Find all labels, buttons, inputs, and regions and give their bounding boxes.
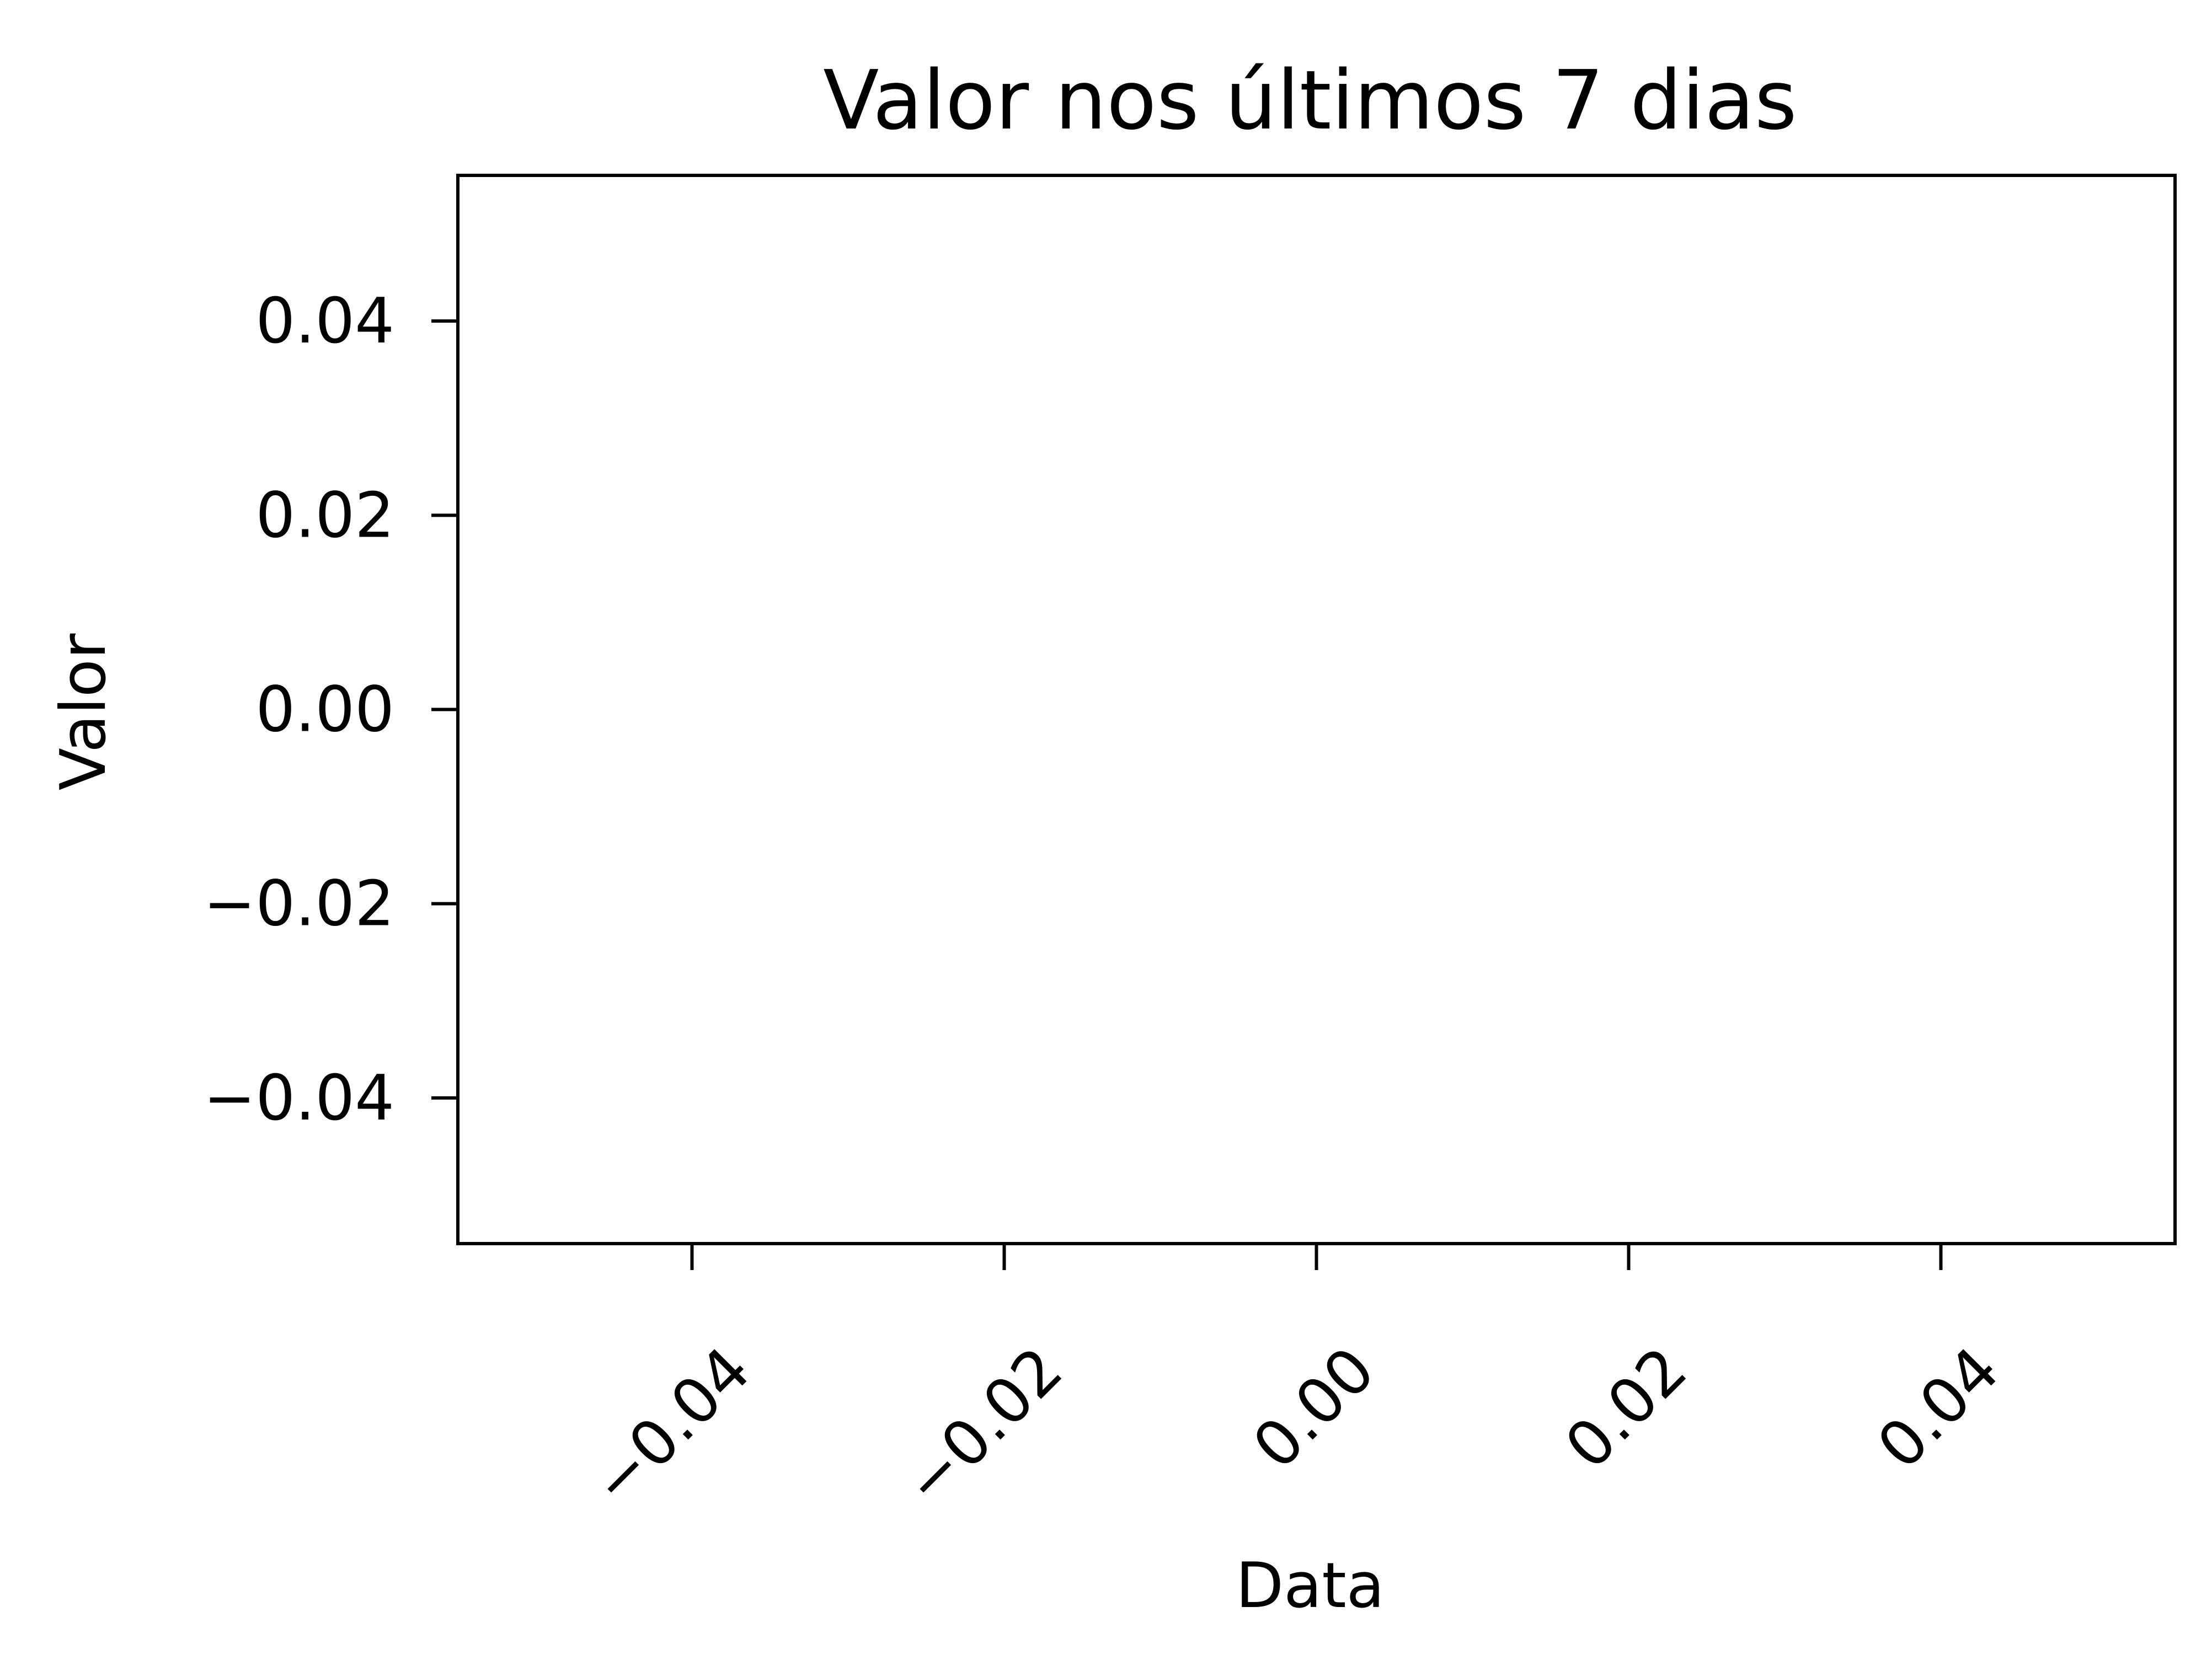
y-axis-label: Valor [47, 633, 120, 790]
x-tick-label: −0.02 [890, 1333, 1076, 1519]
x-axis-label: Data [1236, 1549, 1385, 1622]
y-tick-label: 0.04 [255, 285, 394, 357]
x-axis: −0.04 −0.02 0.00 0.02 0.04 [578, 1244, 2013, 1520]
plot-area [456, 174, 2177, 1245]
y-tick-label: −0.04 [204, 1062, 394, 1134]
x-tick-label: 0.02 [1551, 1333, 1701, 1482]
y-tick-label: 0.02 [255, 479, 394, 551]
y-axis: −0.04 −0.02 0.00 0.02 0.04 [204, 285, 458, 1134]
x-tick-label: −0.04 [578, 1333, 764, 1519]
x-tick-label: 0.04 [1863, 1333, 2013, 1482]
y-tick-label: 0.00 [255, 673, 394, 746]
x-tick-label: 0.00 [1239, 1333, 1388, 1482]
y-tick-label: −0.02 [204, 867, 394, 940]
chart-title: Valor nos últimos 7 dias [823, 53, 1797, 148]
